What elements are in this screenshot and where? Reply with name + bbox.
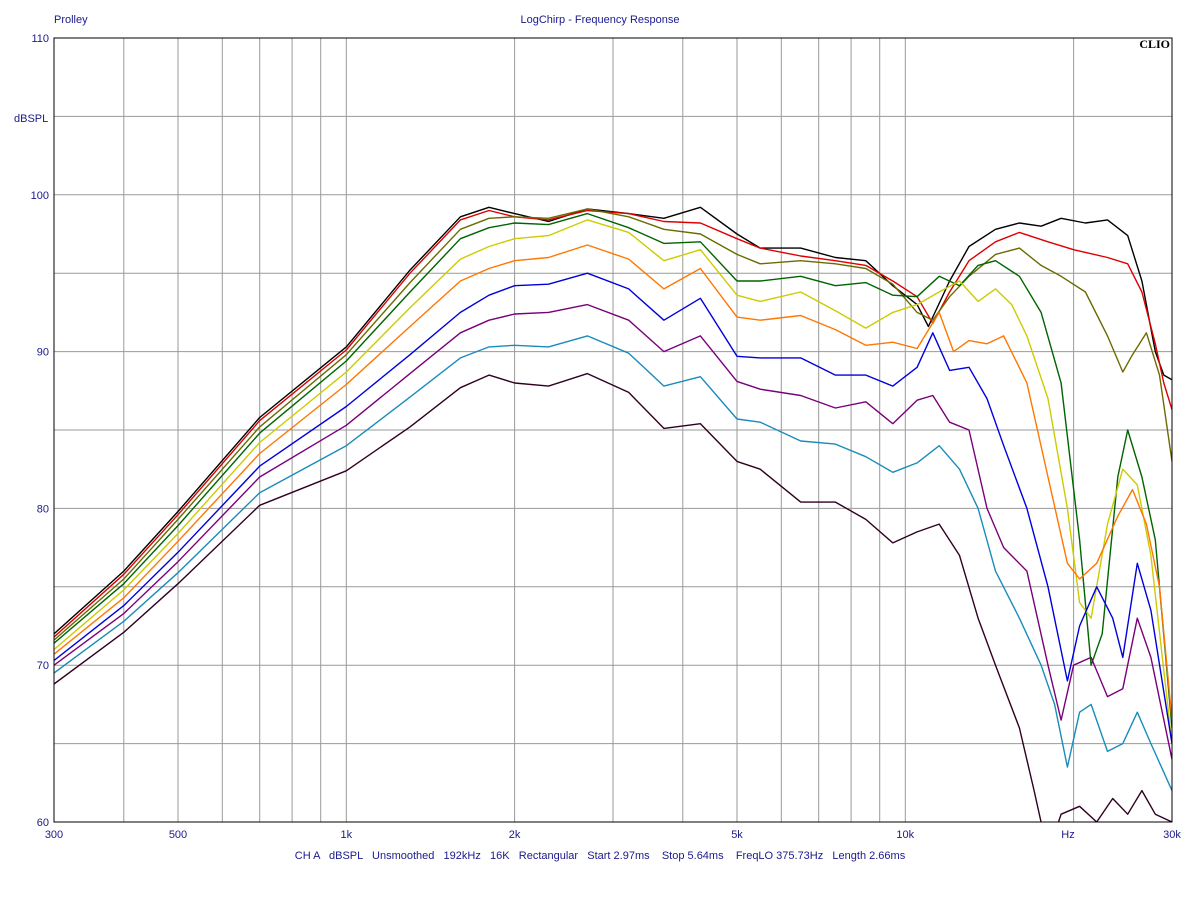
x-tick-labels: 300 500 1k 2k 5k 10k 30k	[45, 829, 1182, 841]
x-tick-label: 5k	[731, 829, 743, 841]
x-tick-label: 10k	[896, 829, 914, 841]
grid	[54, 38, 1172, 822]
series-line	[54, 335, 1172, 791]
plot-frame	[53, 37, 1173, 823]
series-line	[54, 303, 1172, 760]
y-tick-label: 80	[37, 503, 49, 515]
y-tick-label: 90	[37, 347, 49, 359]
instrument-label: Prolley	[54, 14, 88, 26]
y-tick-label: 100	[31, 190, 49, 202]
series-line	[54, 219, 1172, 744]
x-axis-label: Hz	[1061, 829, 1074, 841]
x-tick-label: 30k	[1163, 829, 1181, 841]
y-tick-label: 110	[31, 33, 49, 45]
brand-logo: CLIO	[1139, 37, 1170, 51]
measurement-status: CH A dBSPL Unsmoothed 192kHz 16K Rectang…	[295, 850, 906, 862]
x-tick-label: 500	[169, 829, 187, 841]
chart-title: LogChirp - Frequency Response	[521, 14, 680, 26]
series-line	[54, 206, 1172, 635]
series-line	[54, 212, 1172, 728]
y-tick-label: 70	[37, 660, 49, 672]
series-line	[54, 208, 1172, 641]
y-axis-label: dBSPL	[14, 113, 48, 125]
y-tick-label: 60	[37, 817, 49, 829]
series-group	[54, 206, 1172, 822]
y-tick-labels: 110 100 90 80 70 60	[31, 33, 49, 829]
x-tick-label: 2k	[509, 829, 521, 841]
x-tick-label: 300	[45, 829, 63, 841]
series-line	[54, 209, 1172, 638]
series-line	[54, 372, 1172, 822]
x-tick-label: 1k	[340, 829, 352, 841]
series-line	[54, 272, 1172, 744]
series-line	[54, 244, 1172, 721]
